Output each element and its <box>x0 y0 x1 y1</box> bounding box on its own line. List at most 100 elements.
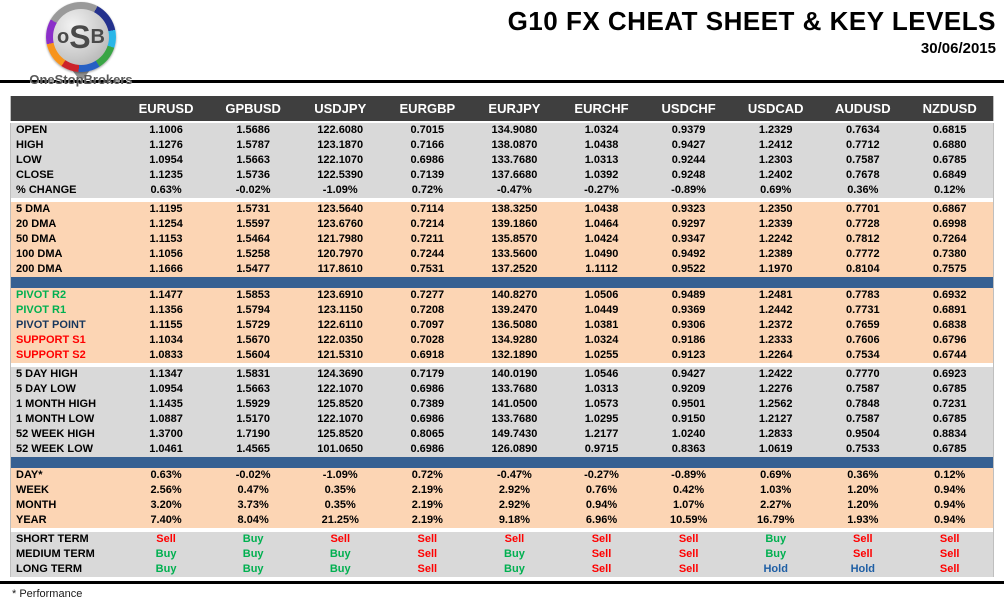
value-cell: 0.6880 <box>906 138 994 153</box>
column-header: EURCHF <box>557 96 646 123</box>
value-cell: 122.0350 <box>296 333 384 348</box>
value-cell: 133.7680 <box>470 153 558 168</box>
table-row: LONG TERM Buy Buy Buy Sell Buy Sell Sell Hold Hol… <box>10 562 994 577</box>
value-cell: 1.0449 <box>557 303 646 318</box>
value-cell: 2.56% <box>122 483 210 498</box>
value-cell: 0.7231 <box>906 397 994 412</box>
divider-cell <box>10 198 994 202</box>
value-cell: 1.5853 <box>209 288 297 303</box>
value-cell: 1.1254 <box>122 217 210 232</box>
signal-cell: Sell <box>906 547 994 562</box>
value-cell: 0.7634 <box>819 122 907 138</box>
table-row: 20 DMA 1.1254 1.5597 123.6760 0.7214 139.1860… <box>10 217 994 232</box>
value-cell: 1.1235 <box>122 168 210 183</box>
value-cell: 0.63% <box>122 468 210 483</box>
value-cell: 1.1347 <box>122 367 210 382</box>
table-row: MEDIUM TERM Buy Buy Buy Sell Buy Sell Sell Buy Se… <box>10 547 994 562</box>
value-cell: 0.76% <box>557 483 646 498</box>
value-cell: 0.42% <box>645 483 733 498</box>
value-cell: 0.9306 <box>645 318 733 333</box>
value-cell: 0.7659 <box>819 318 907 333</box>
value-cell: 1.5477 <box>209 262 297 277</box>
row-label: PIVOT R1 <box>10 303 123 318</box>
value-cell: 149.7430 <box>470 427 558 442</box>
table-row: CLOSE 1.1235 1.5736 122.5390 0.7139 137.6680 1… <box>10 168 994 183</box>
row-label: MONTH <box>10 498 123 513</box>
signal-cell: Sell <box>470 532 558 547</box>
value-cell: 0.12% <box>906 468 994 483</box>
value-cell: 0.9715 <box>557 442 646 457</box>
logo-letter-s: S <box>69 19 91 55</box>
value-cell: 1.1155 <box>122 318 210 333</box>
signal-cell: Sell <box>819 532 907 547</box>
value-cell: 1.0954 <box>122 153 210 168</box>
value-cell: 1.2372 <box>732 318 820 333</box>
value-cell: 3.73% <box>209 498 297 513</box>
value-cell: 0.9522 <box>645 262 733 277</box>
table-row: 1 MONTH LOW 1.0887 1.5170 122.1070 0.6986 133… <box>10 412 994 427</box>
value-cell: 1.0887 <box>122 412 210 427</box>
row-label: % CHANGE <box>10 183 123 198</box>
value-cell: -0.27% <box>557 468 646 483</box>
table-header-row: EURUSD GPBUSD USDJPY EURGBP EURJPY EURCHF USDC… <box>10 96 994 123</box>
value-cell: 138.3250 <box>470 202 558 217</box>
value-cell: 1.0381 <box>557 318 646 333</box>
column-header: EURUSD <box>122 96 210 123</box>
value-cell: 0.9248 <box>645 168 733 183</box>
value-cell: 1.2127 <box>732 412 820 427</box>
value-cell: 0.7678 <box>819 168 907 183</box>
value-cell: 1.5670 <box>209 333 297 348</box>
table-row: PIVOT POINT 1.1155 1.5729 122.6110 0.7097 136… <box>10 318 994 333</box>
value-cell: 1.2333 <box>732 333 820 348</box>
section-gap <box>10 528 994 532</box>
value-cell: 1.5464 <box>209 232 297 247</box>
value-cell: 1.2481 <box>732 288 820 303</box>
value-cell: 1.20% <box>819 498 907 513</box>
value-cell: 0.7214 <box>383 217 471 232</box>
value-cell: 1.0255 <box>557 348 646 363</box>
value-cell: 0.94% <box>906 483 994 498</box>
value-cell: 122.1070 <box>296 412 384 427</box>
value-cell: 0.8104 <box>819 262 907 277</box>
signal-cell: Buy <box>470 547 558 562</box>
value-cell: 0.94% <box>906 498 994 513</box>
value-cell: -0.02% <box>209 183 297 198</box>
signal-cell: Buy <box>296 547 384 562</box>
value-cell: 0.7587 <box>819 382 907 397</box>
value-cell: 122.6080 <box>296 122 384 138</box>
value-cell: 0.7531 <box>383 262 471 277</box>
blue-section-divider <box>10 457 994 468</box>
table-row: 100 DMA 1.1056 1.5258 120.7970 0.7244 133.560… <box>10 247 994 262</box>
value-cell: 1.93% <box>819 513 907 528</box>
value-cell: 1.0506 <box>557 288 646 303</box>
value-cell: 140.0190 <box>470 367 558 382</box>
table-row: 50 DMA 1.1153 1.5464 121.7980 0.7211 135.8570… <box>10 232 994 247</box>
value-cell: 139.1860 <box>470 217 558 232</box>
value-cell: 0.7575 <box>906 262 994 277</box>
value-cell: 1.1356 <box>122 303 210 318</box>
row-label: CLOSE <box>10 168 123 183</box>
value-cell: 0.6932 <box>906 288 994 303</box>
value-cell: 123.1150 <box>296 303 384 318</box>
value-cell: 0.7783 <box>819 288 907 303</box>
value-cell: 0.7812 <box>819 232 907 247</box>
value-cell: 122.1070 <box>296 382 384 397</box>
value-cell: 1.03% <box>732 483 820 498</box>
signal-cell: Sell <box>645 532 733 547</box>
signal-cell: Sell <box>383 532 471 547</box>
value-cell: 0.6785 <box>906 382 994 397</box>
value-cell: 1.0438 <box>557 138 646 153</box>
value-cell: 137.2520 <box>470 262 558 277</box>
value-cell: 0.6867 <box>906 202 994 217</box>
value-cell: 0.7848 <box>819 397 907 412</box>
signal-cell: Sell <box>557 547 646 562</box>
column-header: EURGBP <box>383 96 471 123</box>
row-label: SUPPORT S1 <box>10 333 123 348</box>
table-row: % CHANGE 0.63% -0.02% -1.09% 0.72% -0.47% -0.2… <box>10 183 994 198</box>
section-gap <box>10 198 994 202</box>
row-label: MEDIUM TERM <box>10 547 123 562</box>
value-cell: 0.6849 <box>906 168 994 183</box>
value-cell: 1.2422 <box>732 367 820 382</box>
